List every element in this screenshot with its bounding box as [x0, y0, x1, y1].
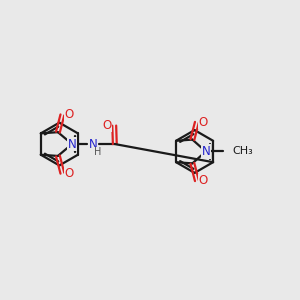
Text: O: O: [199, 174, 208, 187]
Text: N: N: [89, 138, 98, 151]
Text: O: O: [64, 167, 74, 180]
Text: H: H: [94, 147, 101, 158]
Text: O: O: [102, 118, 111, 131]
Text: O: O: [64, 108, 74, 122]
Text: CH₃: CH₃: [232, 146, 253, 157]
Text: O: O: [199, 116, 208, 129]
Text: N: N: [201, 145, 210, 158]
Text: N: N: [68, 138, 76, 151]
